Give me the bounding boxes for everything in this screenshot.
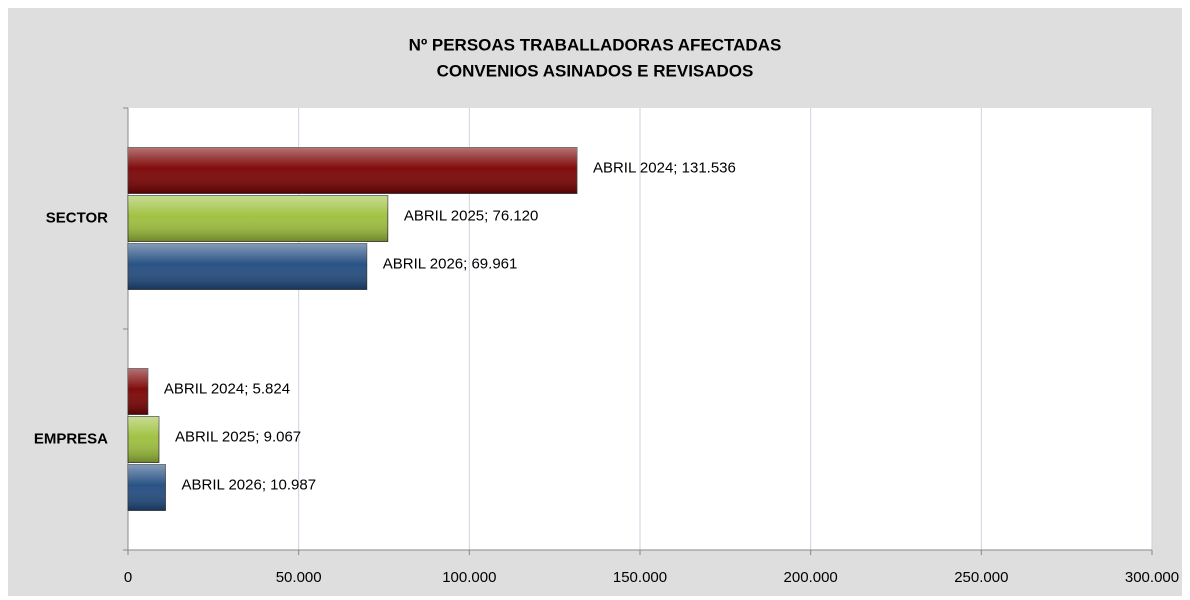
x-tick-label: 50.000 [276,569,322,586]
y-tick-label: EMPRESA [34,430,108,447]
data-label: ABRIL 2024; 131.536 [593,159,736,176]
bar-shine [128,416,159,463]
x-tick-label: 100.000 [442,569,496,586]
data-label: ABRIL 2025; 76.120 [404,207,539,224]
data-label: ABRIL 2026; 10.987 [182,476,317,493]
bar-shine [128,243,367,290]
data-label: ABRIL 2025; 9.067 [175,428,301,445]
bar-shine [128,195,388,242]
y-tick-label: SECTOR [46,209,108,226]
x-tick-label: 250.000 [954,569,1008,586]
bar-shine [128,368,148,415]
data-label: ABRIL 2024; 5.824 [164,380,290,397]
data-label: ABRIL 2026; 69.961 [383,255,518,272]
chart-title: CONVENIOS ASINADOS E REVISADOS [437,61,754,80]
x-tick-label: 150.000 [613,569,667,586]
bar-shine [128,147,577,194]
x-tick-label: 200.000 [784,569,838,586]
bar-shine [128,464,166,511]
x-tick-label: 300.000 [1125,569,1179,586]
chart-title: Nº PERSOAS TRABALLADORAS AFECTADAS [409,35,782,54]
x-tick-label: 0 [124,569,132,586]
